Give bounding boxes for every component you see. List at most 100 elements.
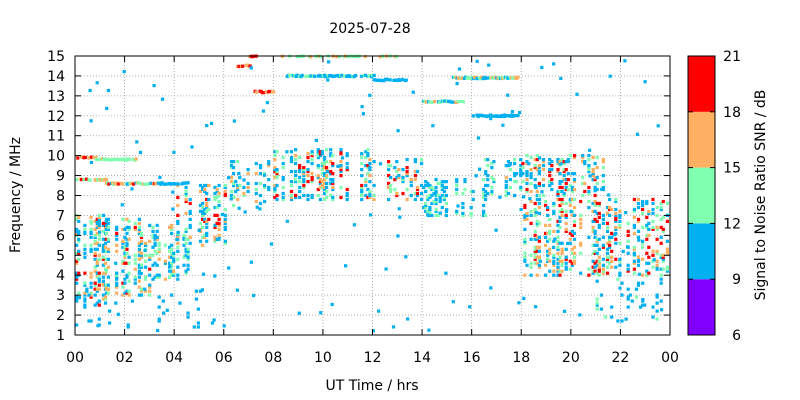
snr-cell — [424, 203, 428, 208]
snr-cell — [614, 211, 618, 215]
snr-cell — [405, 187, 409, 192]
snr-cell — [170, 225, 174, 229]
snr-cell — [513, 180, 517, 184]
snr-cell — [322, 178, 327, 182]
snr-cell — [401, 178, 405, 182]
snr-cell — [438, 195, 442, 200]
snr-cell — [316, 164, 320, 168]
snr-cell — [560, 201, 564, 206]
snr-cell — [540, 190, 544, 194]
snr-cell — [318, 197, 322, 202]
snr-cell — [331, 197, 335, 202]
snr-cell — [289, 189, 294, 194]
snr-cell — [533, 245, 537, 249]
snr-cell — [302, 180, 306, 184]
snr-cell — [331, 178, 335, 182]
snr-cell — [306, 160, 310, 164]
snr-cell — [492, 160, 496, 164]
snr-cell — [89, 281, 93, 285]
snr-cell — [482, 195, 486, 200]
snr-cell — [404, 78, 408, 82]
snr-cell — [168, 255, 172, 259]
snr-cell — [519, 207, 523, 212]
snr-cell — [591, 259, 595, 263]
snr-cell — [198, 289, 203, 293]
snr-cell — [133, 225, 137, 229]
y-tick-label: 3 — [56, 288, 65, 304]
snr-cell — [101, 255, 105, 259]
snr-cell — [175, 237, 179, 242]
snr-cell — [368, 193, 372, 198]
snr-cell — [329, 160, 333, 164]
snr-cell — [434, 185, 438, 190]
snr-cell — [289, 197, 294, 202]
snr-cell — [201, 235, 205, 239]
snr-cell — [647, 255, 651, 259]
snr-cell — [560, 189, 564, 194]
snr-cell — [413, 170, 417, 174]
snr-cell — [127, 261, 131, 265]
snr-cell — [267, 164, 271, 168]
snr-cell — [106, 221, 110, 225]
snr-cell — [125, 247, 129, 251]
snr-cell — [217, 199, 221, 204]
snr-cell — [153, 243, 157, 247]
snr-cell — [104, 157, 108, 161]
snr-cell — [620, 281, 624, 285]
snr-cell — [537, 193, 541, 198]
snr-cell — [605, 205, 610, 210]
snr-cell — [322, 187, 327, 192]
snr-cell — [339, 174, 343, 178]
snr-cell — [83, 155, 87, 159]
snr-cell — [661, 255, 665, 259]
snr-cell — [269, 242, 273, 246]
snr-cell — [325, 148, 329, 152]
snr-cell — [310, 162, 314, 166]
snr-cell — [601, 235, 605, 239]
snr-cell — [587, 168, 591, 172]
snr-cell — [605, 255, 610, 259]
snr-cell — [88, 88, 92, 93]
snr-cell — [232, 119, 236, 123]
snr-cell — [659, 225, 663, 229]
snr-cell — [593, 189, 597, 193]
snr-cell — [93, 257, 97, 261]
snr-cell — [322, 166, 327, 170]
snr-cell — [252, 293, 256, 298]
snr-cell — [587, 185, 591, 190]
snr-cell — [533, 233, 537, 237]
snr-cell — [659, 217, 663, 221]
snr-cell — [591, 168, 595, 172]
snr-cell — [146, 182, 151, 186]
snr-cell — [525, 181, 529, 186]
snr-cell — [535, 221, 539, 225]
snr-cell — [579, 199, 583, 204]
snr-cell — [579, 225, 583, 229]
snr-cell — [438, 199, 442, 204]
snr-cell — [455, 191, 459, 196]
snr-cell — [215, 221, 219, 225]
snr-cell — [597, 203, 601, 208]
snr-cell — [525, 263, 529, 267]
snr-cell — [540, 65, 544, 70]
snr-cell — [125, 261, 129, 265]
snr-cell — [238, 176, 242, 180]
snr-cell — [184, 249, 188, 253]
snr-cell — [83, 243, 87, 247]
snr-cell — [123, 253, 127, 257]
snr-cell — [618, 273, 622, 277]
snr-cell — [393, 166, 397, 170]
snr-cell — [645, 273, 649, 277]
snr-cell — [556, 257, 560, 261]
snr-cell — [389, 187, 393, 192]
snr-cell — [550, 168, 554, 172]
snr-cell — [601, 263, 605, 267]
snr-cell — [205, 239, 209, 243]
snr-cell — [135, 140, 139, 144]
snr-cell — [115, 285, 119, 289]
snr-cell — [546, 253, 550, 257]
y-tick-label: 5 — [56, 248, 65, 264]
snr-cell — [461, 211, 465, 215]
snr-cell — [176, 203, 180, 208]
snr-cell — [360, 74, 364, 78]
